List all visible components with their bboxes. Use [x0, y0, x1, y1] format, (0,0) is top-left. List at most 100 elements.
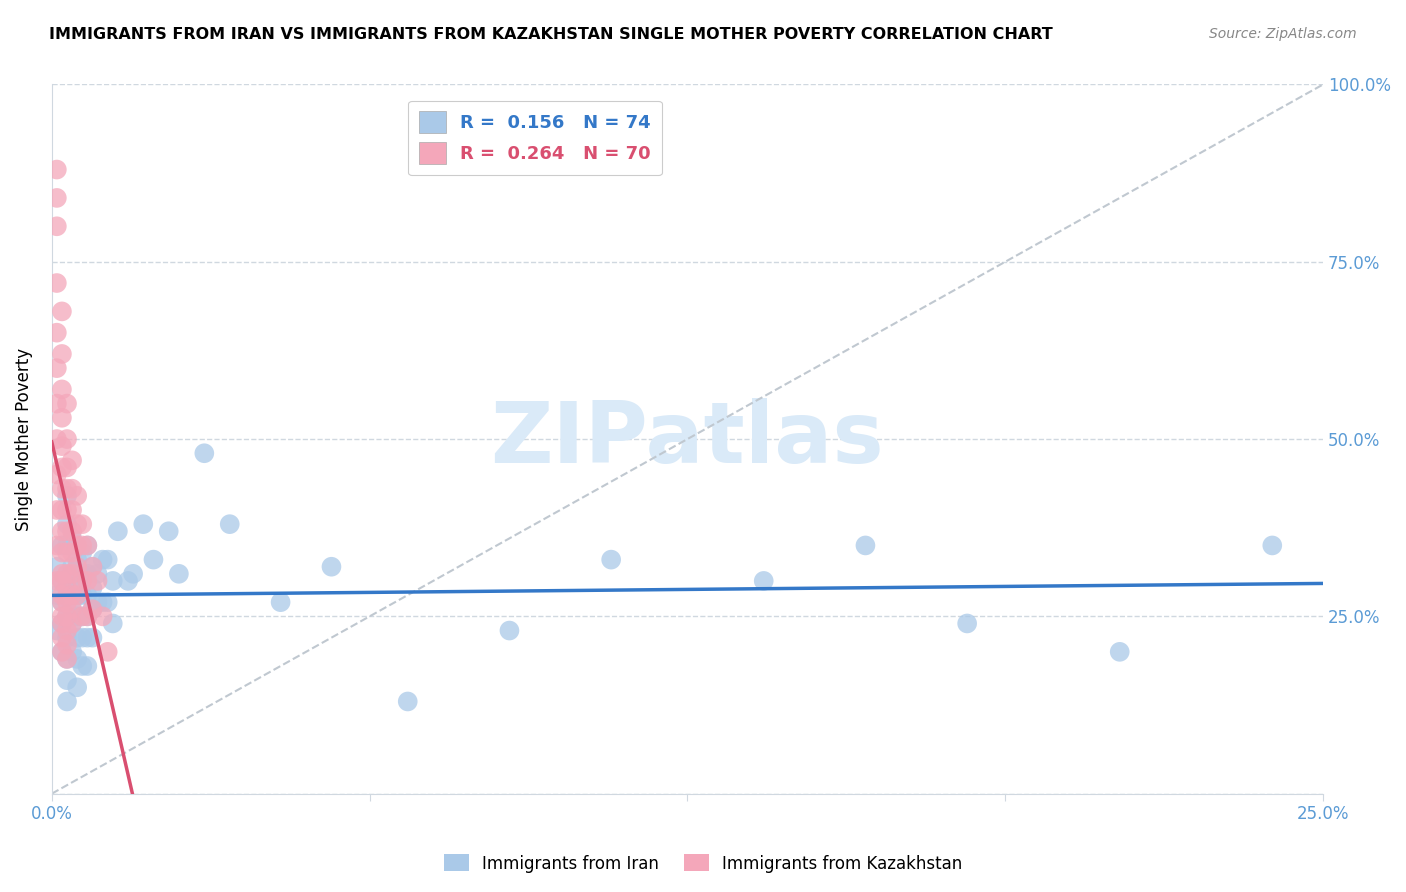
Point	[56, 538, 79, 552]
Point	[122, 566, 145, 581]
Point	[45, 432, 67, 446]
Point	[66, 517, 89, 532]
Point	[56, 566, 79, 581]
Point	[51, 574, 73, 588]
Point	[66, 559, 89, 574]
Point	[72, 545, 94, 559]
Point	[51, 588, 73, 602]
Point	[51, 595, 73, 609]
Point	[132, 517, 155, 532]
Point	[76, 538, 98, 552]
Point	[91, 595, 114, 609]
Point	[45, 624, 67, 638]
Point	[51, 410, 73, 425]
Point	[82, 559, 104, 574]
Point	[1108, 645, 1130, 659]
Point	[60, 559, 83, 574]
Point	[76, 609, 98, 624]
Point	[51, 503, 73, 517]
Point	[72, 566, 94, 581]
Point	[76, 609, 98, 624]
Point	[396, 694, 419, 708]
Point	[72, 574, 94, 588]
Point	[60, 482, 83, 496]
Point	[60, 566, 83, 581]
Point	[51, 460, 73, 475]
Point	[56, 574, 79, 588]
Point	[51, 538, 73, 552]
Point	[51, 482, 73, 496]
Point	[51, 304, 73, 318]
Point	[270, 595, 292, 609]
Point	[45, 588, 67, 602]
Point	[86, 566, 108, 581]
Point	[56, 460, 79, 475]
Point	[45, 361, 67, 376]
Point	[91, 609, 114, 624]
Point	[60, 645, 83, 659]
Point	[56, 638, 79, 652]
Point	[72, 609, 94, 624]
Point	[66, 574, 89, 588]
Point	[117, 574, 139, 588]
Point	[72, 588, 94, 602]
Point	[56, 652, 79, 666]
Point	[51, 609, 73, 624]
Point	[167, 566, 190, 581]
Point	[97, 645, 120, 659]
Point	[51, 645, 73, 659]
Point	[56, 609, 79, 624]
Point	[60, 574, 83, 588]
Point	[60, 545, 83, 559]
Point	[51, 574, 73, 588]
Point	[60, 453, 83, 467]
Point	[66, 552, 89, 566]
Point	[72, 517, 94, 532]
Point	[56, 631, 79, 645]
Point	[45, 219, 67, 234]
Text: Source: ZipAtlas.com: Source: ZipAtlas.com	[1209, 27, 1357, 41]
Point	[60, 503, 83, 517]
Point	[45, 276, 67, 290]
Point	[66, 652, 89, 666]
Point	[45, 538, 67, 552]
Point	[72, 659, 94, 673]
Point	[97, 552, 120, 566]
Point	[66, 631, 89, 645]
Point	[51, 616, 73, 631]
Point	[157, 524, 180, 539]
Point	[56, 396, 79, 410]
Point	[56, 545, 79, 559]
Point	[56, 624, 79, 638]
Point	[56, 694, 79, 708]
Point	[56, 432, 79, 446]
Point	[107, 524, 129, 539]
Point	[101, 616, 124, 631]
Point	[82, 602, 104, 616]
Legend: Immigrants from Iran, Immigrants from Kazakhstan: Immigrants from Iran, Immigrants from Ka…	[437, 847, 969, 880]
Point	[51, 347, 73, 361]
Point	[66, 489, 89, 503]
Point	[51, 631, 73, 645]
Point	[45, 326, 67, 340]
Point	[51, 566, 73, 581]
Point	[56, 489, 79, 503]
Point	[45, 574, 67, 588]
Point	[72, 538, 94, 552]
Point	[56, 595, 79, 609]
Point	[97, 595, 120, 609]
Point	[76, 659, 98, 673]
Point	[91, 552, 114, 566]
Point	[66, 681, 89, 695]
Point	[60, 524, 83, 539]
Point	[56, 517, 79, 532]
Point	[76, 566, 98, 581]
Point	[956, 616, 979, 631]
Point	[56, 503, 79, 517]
Point	[45, 559, 67, 574]
Point	[76, 538, 98, 552]
Point	[66, 538, 89, 552]
Point	[82, 559, 104, 574]
Text: ZIPatlas: ZIPatlas	[491, 398, 884, 481]
Point	[321, 559, 343, 574]
